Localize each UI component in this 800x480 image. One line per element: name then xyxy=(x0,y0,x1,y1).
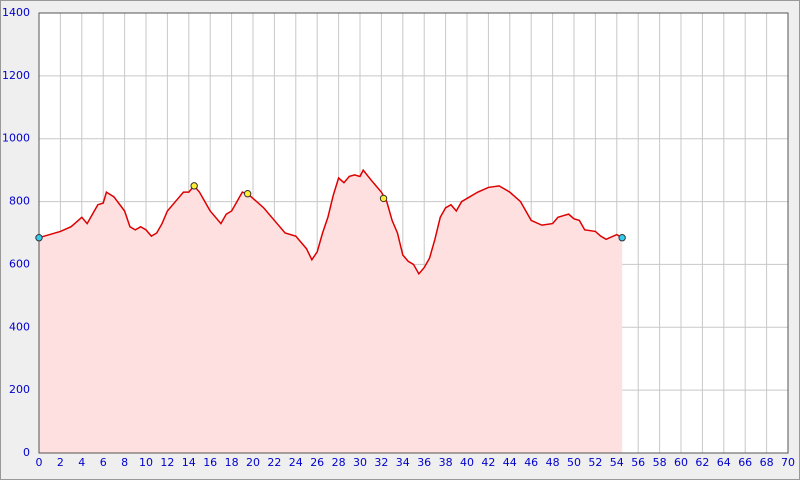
x-tick-label: 26 xyxy=(310,456,324,469)
marker xyxy=(379,194,388,203)
y-tick-label: 600 xyxy=(9,257,30,270)
y-tick-label: 400 xyxy=(9,320,30,333)
x-tick-label: 58 xyxy=(653,456,667,469)
x-tick-label: 18 xyxy=(225,456,239,469)
x-tick-label: 50 xyxy=(567,456,581,469)
line xyxy=(38,168,623,276)
marker xyxy=(243,190,252,198)
x-tick-label: 22 xyxy=(267,456,281,469)
y-tick-label: 800 xyxy=(9,195,30,208)
x-tick-label: 34 xyxy=(396,456,410,469)
y-tick-label: 1000 xyxy=(2,132,30,145)
x-tick-label: 16 xyxy=(203,456,217,469)
marker xyxy=(618,234,626,242)
x-tick-label: 4 xyxy=(78,456,85,469)
x-tick-label: 36 xyxy=(417,456,431,469)
area xyxy=(39,170,623,453)
x-tick-label: 0 xyxy=(36,456,43,469)
plot-border xyxy=(38,12,789,454)
x-tick-label: 70 xyxy=(781,456,795,469)
x-tick-label: 40 xyxy=(460,456,474,469)
x-tick-label: 54 xyxy=(610,456,624,469)
x-tick-label: 24 xyxy=(289,456,303,469)
x-tick-label: 66 xyxy=(738,456,752,469)
y-tick-label: 200 xyxy=(9,383,30,396)
x-tick-label: 10 xyxy=(139,456,153,469)
x-tick-label: 14 xyxy=(182,456,196,469)
x-tick-label: 2 xyxy=(57,456,64,469)
x-tick-label: 30 xyxy=(353,456,367,469)
x-tick-label: 38 xyxy=(439,456,453,469)
x-tick-label: 42 xyxy=(481,456,495,469)
y-tick-label: 1200 xyxy=(2,69,30,82)
marker xyxy=(190,182,198,190)
x-tick-label: 20 xyxy=(246,456,260,469)
x-tick-label: 32 xyxy=(374,456,388,469)
x-tick-label: 12 xyxy=(160,456,174,469)
x-tick-label: 6 xyxy=(100,456,107,469)
x-tick-label: 28 xyxy=(332,456,346,469)
x-tick-label: 44 xyxy=(503,456,517,469)
x-tick-label: 60 xyxy=(674,456,688,469)
x-tick-label: 56 xyxy=(631,456,645,469)
x-tick-label: 62 xyxy=(695,456,709,469)
x-tick-label: 8 xyxy=(121,456,128,469)
x-tick-label: 48 xyxy=(546,456,560,469)
y-tick-label: 1400 xyxy=(2,6,30,19)
marker xyxy=(35,234,43,242)
x-tick-label: 46 xyxy=(524,456,538,469)
x-tick-label: 64 xyxy=(717,456,731,469)
x-tick-label: 68 xyxy=(760,456,774,469)
y-tick-label: 0 xyxy=(23,446,30,459)
x-tick-label: 52 xyxy=(588,456,602,469)
